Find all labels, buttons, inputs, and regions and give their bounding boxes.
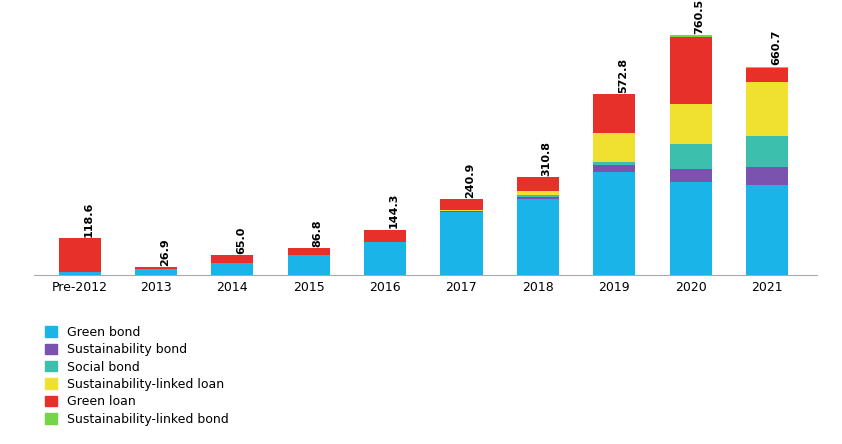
Bar [746,185,788,275]
Bar [746,136,788,167]
Bar [594,163,636,165]
Bar [364,242,406,275]
Bar [746,67,788,68]
Bar [669,144,711,169]
Text: 26.9: 26.9 [160,238,170,266]
Bar [517,199,559,275]
Text: 660.7: 660.7 [771,30,781,66]
Bar [517,177,559,191]
Bar [288,255,330,275]
Bar [669,104,711,144]
Legend: Green bond, Sustainability bond, Social bond, Sustainability-linked loan, Green : Green bond, Sustainability bond, Social … [40,321,234,431]
Bar [440,211,482,212]
Bar [211,263,253,275]
Text: 118.6: 118.6 [83,201,93,237]
Bar [746,82,788,136]
Bar [517,195,559,197]
Text: 144.3: 144.3 [389,193,399,229]
Bar [669,169,711,182]
Bar [440,212,482,275]
Bar [58,238,100,272]
Text: 310.8: 310.8 [541,141,552,176]
Text: 572.8: 572.8 [618,58,628,93]
Bar [746,68,788,82]
Bar [288,248,330,255]
Bar [440,210,482,211]
Text: 86.8: 86.8 [312,219,322,246]
Bar [364,230,406,242]
Bar [746,167,788,185]
Bar [594,165,636,172]
Bar [58,272,100,275]
Bar [594,172,636,275]
Bar [135,269,177,275]
Bar [669,35,711,37]
Bar [440,199,482,210]
Bar [669,182,711,275]
Bar [669,37,711,104]
Bar [594,133,636,163]
Bar [211,255,253,263]
Bar [594,95,636,133]
Bar [135,267,177,269]
Text: 760.5: 760.5 [695,0,705,34]
Text: 65.0: 65.0 [236,226,246,254]
Bar [517,197,559,199]
Text: 240.9: 240.9 [466,163,476,198]
Bar [517,191,559,195]
